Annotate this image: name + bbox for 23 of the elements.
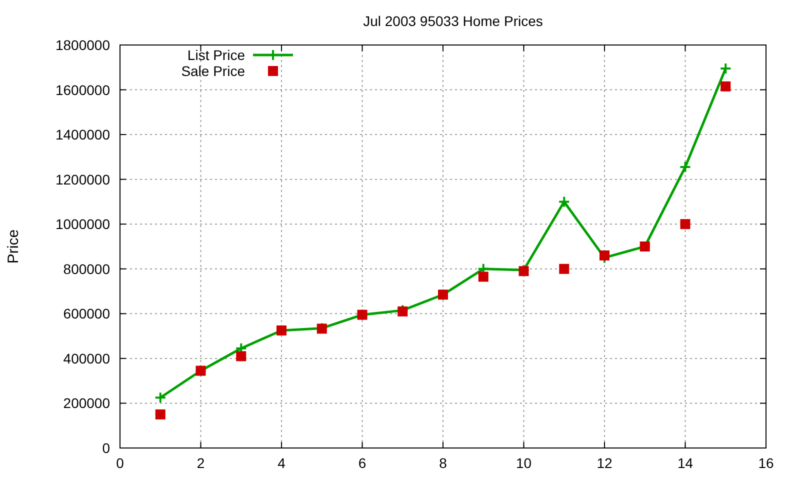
x-tick-label: 10 <box>516 455 532 471</box>
x-tick-label: 16 <box>758 455 774 471</box>
y-tick-label: 1400000 <box>55 126 110 143</box>
y-tick-label: 600000 <box>63 306 110 322</box>
x-tick-label: 2 <box>196 455 205 471</box>
x-tick-label: 8 <box>439 455 448 471</box>
legend-label: Sale Price <box>181 63 246 79</box>
x-tick-label: 6 <box>358 455 366 471</box>
y-tick-label: 1000000 <box>55 216 110 232</box>
y-tick-label: 200000 <box>63 395 110 412</box>
x-tick-label: 4 <box>278 455 286 471</box>
y-tick-label: 1800000 <box>55 37 110 53</box>
y-axis-title: Price <box>5 229 22 264</box>
y-tick-label: 1200000 <box>55 171 110 188</box>
chart-title: Jul 2003 95033 Home Prices <box>363 13 543 29</box>
y-tick-label: 1600000 <box>55 82 110 98</box>
x-tick-label: 14 <box>677 455 694 471</box>
y-tick-label: 0 <box>102 440 110 456</box>
legend-label: List Price <box>187 47 246 63</box>
y-tick-label: 400000 <box>63 350 110 366</box>
x-tick-label: 12 <box>596 455 612 471</box>
y-tick-label: 800000 <box>63 260 110 277</box>
x-tick-label: 0 <box>116 455 124 471</box>
